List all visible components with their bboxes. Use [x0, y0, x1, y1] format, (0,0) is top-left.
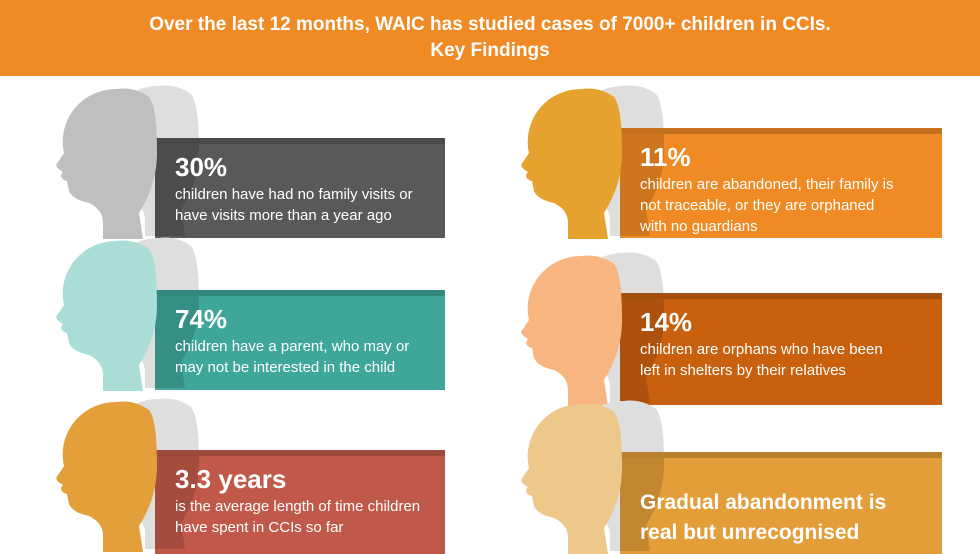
child-head-icon [45, 83, 157, 239]
header-subtitle: Key Findings [430, 40, 550, 61]
finding-description: children have a parent, who may or may no… [175, 336, 445, 378]
desc-line: not traceable, or they are orphaned [640, 197, 875, 214]
child-head-icon [45, 396, 157, 552]
desc-line: children are abandoned, their family is [640, 176, 894, 193]
finding-box: 3.3 years is the average length of time … [155, 450, 445, 554]
finding-description: children have had no family visits or hav… [175, 184, 445, 226]
finding-box: 30% children have had no family visits o… [155, 138, 445, 238]
desc-line: children have a parent, who may or [175, 338, 410, 355]
finding-statement: Gradual abandonment is real but unrecogni… [620, 458, 942, 548]
finding-stat: 3.3 years [175, 464, 287, 494]
finding-box: 74% children have a parent, who may or ma… [155, 290, 445, 390]
desc-line: children have had no family visits or [175, 186, 413, 203]
finding-box: Gradual abandonment is real but unrecogni… [620, 452, 942, 554]
desc-line: may not be interested in the child [175, 359, 396, 376]
desc-line: left in shelters by their relatives [640, 362, 846, 379]
header-banner: Over the last 12 months, WAIC has studie… [0, 0, 980, 76]
statement-line: real but unrecognised [640, 521, 860, 544]
desc-line: children are orphans who have been [640, 341, 883, 358]
desc-line: is the average length of time children [175, 498, 421, 515]
desc-line: have spent in CCIs so far [175, 519, 344, 536]
header-title: Over the last 12 months, WAIC has studie… [149, 14, 831, 35]
child-head-icon [45, 235, 157, 391]
finding-description: is the average length of time children ha… [175, 496, 445, 538]
finding-stat: 30% [175, 152, 228, 182]
finding-stat: 74% [175, 304, 228, 334]
finding-box: 11% children are abandoned, their family… [620, 128, 942, 238]
child-head-icon [510, 398, 622, 554]
finding-description: children are abandoned, their family is n… [640, 174, 942, 237]
desc-line: have visits more than a year ago [175, 207, 392, 224]
finding-stat: 14% [640, 307, 693, 337]
desc-line: with no guardians [640, 218, 758, 235]
finding-stat: 11% [640, 142, 691, 172]
child-head-icon [510, 83, 622, 239]
child-head-icon [510, 250, 622, 406]
statement-line: Gradual abandonment is [640, 491, 887, 514]
finding-box: 14% children are orphans who have been le… [620, 293, 942, 405]
finding-description: children are orphans who have been left i… [640, 339, 942, 381]
